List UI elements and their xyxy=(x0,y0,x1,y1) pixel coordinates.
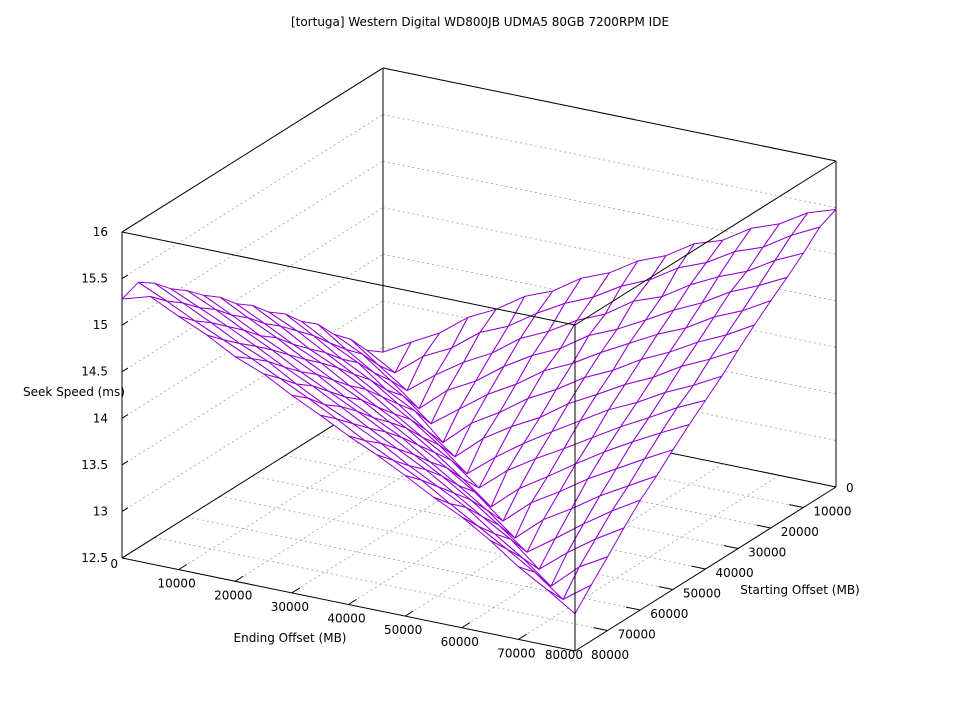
z-tick-label: 14.5 xyxy=(81,365,108,379)
z-tick xyxy=(121,321,129,326)
y-tick-label: 10000 xyxy=(813,505,851,519)
z-tick xyxy=(121,367,129,373)
y-axis-label: Starting Offset (MB) xyxy=(740,583,860,597)
z-tick xyxy=(121,553,129,559)
z-tick-label: 16 xyxy=(93,225,108,239)
z-tick-label: 13 xyxy=(93,504,108,518)
x-tick-label: 0 xyxy=(110,557,118,571)
z-grid-line-left-wall xyxy=(121,114,384,279)
front-box-edges xyxy=(121,160,837,652)
y-tick xyxy=(756,524,771,529)
z-tick xyxy=(121,414,129,419)
x-tick-label: 40000 xyxy=(327,612,365,626)
y-tick xyxy=(723,545,739,549)
z-grid-line-left-wall xyxy=(121,253,384,419)
y-tick-label: 30000 xyxy=(748,546,786,560)
surface-mesh xyxy=(121,208,837,615)
z-tick xyxy=(121,460,129,466)
x-tick xyxy=(178,564,188,571)
x-tick-label: 20000 xyxy=(214,588,252,602)
y-tick-label: 70000 xyxy=(618,628,656,642)
x-tick-label: 80000 xyxy=(545,648,583,662)
top-back-right-edge xyxy=(382,67,837,162)
y-tick-label: 0 xyxy=(846,481,854,495)
z-tick-label: 14 xyxy=(93,411,108,425)
z-grid-line-left-wall xyxy=(121,300,384,466)
x-tick-label: 70000 xyxy=(497,646,535,660)
z-tick-label: 12.5 xyxy=(81,551,108,565)
y-tick xyxy=(625,606,641,611)
x-tick xyxy=(404,610,414,617)
top-back-left-edge xyxy=(121,67,384,233)
y-tick-label: 60000 xyxy=(650,607,688,621)
y-tick xyxy=(789,504,804,508)
y-tick xyxy=(658,586,673,590)
tick-labels: 12.5 13 13.5 14 14.5 15 15.5 16 0 10000 20000 30000… xyxy=(81,225,853,662)
x-tick xyxy=(348,598,357,605)
y-tick-label: 40000 xyxy=(716,566,754,580)
top-front-right-edge xyxy=(574,160,837,326)
x-tick-label: 10000 xyxy=(158,577,196,591)
y-tick xyxy=(691,565,706,570)
z-tick-label: 15 xyxy=(93,318,108,332)
z-grid-line-right-wall xyxy=(382,114,837,208)
z-grid-line-left-wall xyxy=(121,207,384,373)
x-tick xyxy=(291,587,301,594)
z-tick-label: 13.5 xyxy=(81,458,108,472)
x-tick xyxy=(234,575,244,582)
y-tick xyxy=(593,627,608,631)
z-tick xyxy=(121,274,129,279)
y-tick-label: 80000 xyxy=(591,648,629,662)
x-tick-label: 30000 xyxy=(271,600,309,614)
z-tick xyxy=(121,227,129,233)
z-axis-label: Seek Speed (ms) xyxy=(23,385,125,399)
top-front-left-edge xyxy=(121,231,576,326)
x-tick-label: 60000 xyxy=(441,635,479,649)
y-grid-line xyxy=(154,537,608,631)
y-tick-label: 50000 xyxy=(683,587,721,601)
x-grid-line xyxy=(461,463,723,629)
y-tick-label: 20000 xyxy=(781,525,819,539)
x-tick-label: 50000 xyxy=(384,623,422,637)
x-axis-label: Ending Offset (MB) xyxy=(234,631,347,645)
chart-title: [tortuga] Western Digital WD800JB UDMA5 … xyxy=(291,15,669,29)
z-tick xyxy=(121,507,129,512)
x-tick xyxy=(518,633,527,640)
x-grid-line xyxy=(518,475,780,640)
x-tick xyxy=(461,622,471,629)
z-tick-label: 15.5 xyxy=(81,272,108,286)
